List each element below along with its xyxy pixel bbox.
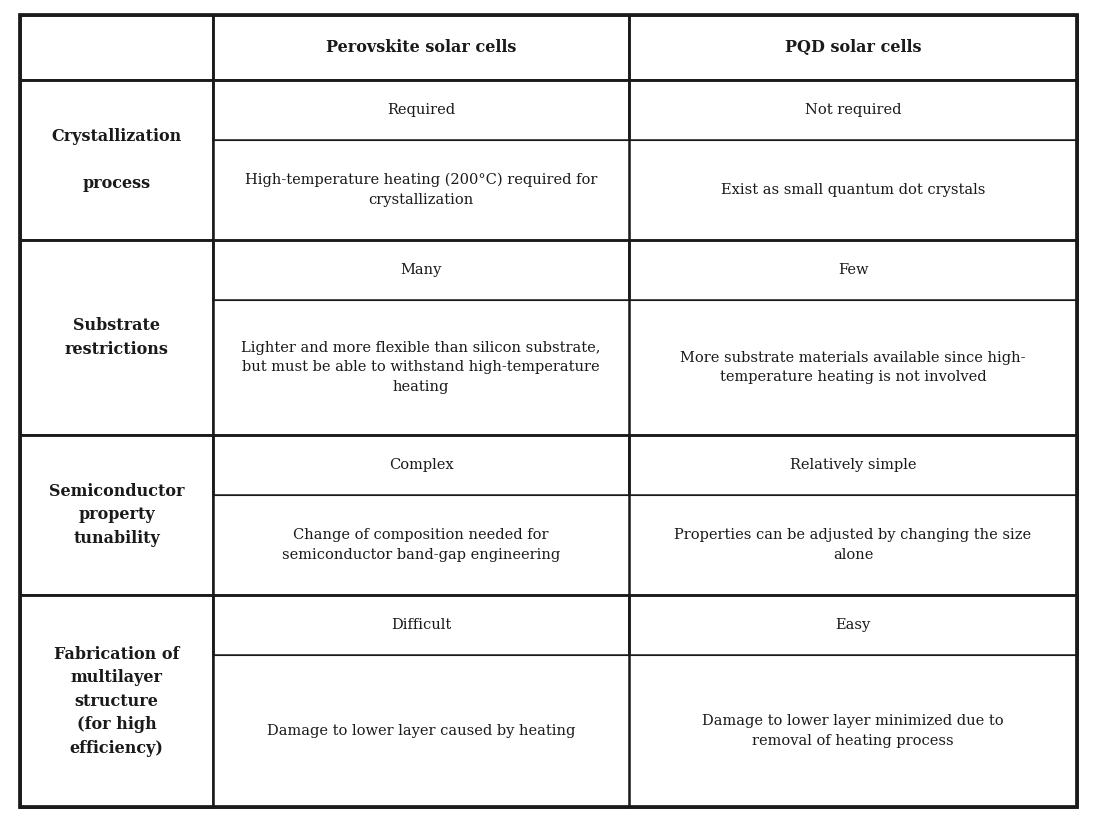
Bar	[629, 15, 1077, 80]
Bar	[20, 595, 213, 807]
Bar	[20, 80, 213, 240]
Bar	[213, 15, 629, 80]
Text: Damage to lower layer minimized due to
removal of heating process: Damage to lower layer minimized due to r…	[702, 714, 1004, 748]
Text: Difficult: Difficult	[391, 618, 451, 632]
Bar	[629, 300, 1077, 435]
Text: PQD solar cells: PQD solar cells	[784, 39, 921, 56]
Text: Exist as small quantum dot crystals: Exist as small quantum dot crystals	[721, 183, 985, 197]
Text: Many: Many	[400, 263, 442, 277]
Text: Required: Required	[387, 103, 455, 117]
Text: High-temperature heating (200°C) required for
crystallization: High-temperature heating (200°C) require…	[245, 173, 597, 207]
Bar	[20, 240, 213, 435]
Bar	[213, 140, 629, 240]
Bar	[629, 80, 1077, 140]
Bar	[629, 435, 1077, 495]
Text: Few: Few	[838, 263, 869, 277]
Text: Properties can be adjusted by changing the size
alone: Properties can be adjusted by changing t…	[675, 529, 1031, 561]
Text: Damage to lower layer caused by heating: Damage to lower layer caused by heating	[267, 724, 575, 738]
Bar	[20, 15, 213, 80]
Bar	[213, 80, 629, 140]
Text: Substrate
restrictions: Substrate restrictions	[65, 317, 169, 358]
Bar	[629, 655, 1077, 807]
Bar	[213, 300, 629, 435]
Bar	[629, 240, 1077, 300]
Bar	[629, 595, 1077, 655]
Text: Complex: Complex	[388, 458, 453, 472]
Text: Semiconductor
property
tunability: Semiconductor property tunability	[48, 483, 184, 547]
Text: Change of composition needed for
semiconductor band-gap engineering: Change of composition needed for semicon…	[282, 529, 561, 561]
Text: Relatively simple: Relatively simple	[790, 458, 916, 472]
Text: Easy: Easy	[836, 618, 871, 632]
Bar	[20, 435, 213, 595]
Bar	[213, 435, 629, 495]
Text: Crystallization

process: Crystallization process	[52, 127, 182, 192]
Text: More substrate materials available since high-
temperature heating is not involv: More substrate materials available since…	[680, 351, 1026, 384]
Bar	[213, 240, 629, 300]
Bar	[213, 595, 629, 655]
Text: Lighter and more flexible than silicon substrate,
but must be able to withstand : Lighter and more flexible than silicon s…	[241, 341, 601, 394]
Text: Not required: Not required	[805, 103, 902, 117]
Bar	[213, 495, 629, 595]
Bar	[629, 140, 1077, 240]
Text: Fabrication of
multilayer
structure
(for high
efficiency): Fabrication of multilayer structure (for…	[54, 645, 179, 756]
Bar	[629, 495, 1077, 595]
Bar	[213, 655, 629, 807]
Text: Perovskite solar cells: Perovskite solar cells	[326, 39, 517, 56]
